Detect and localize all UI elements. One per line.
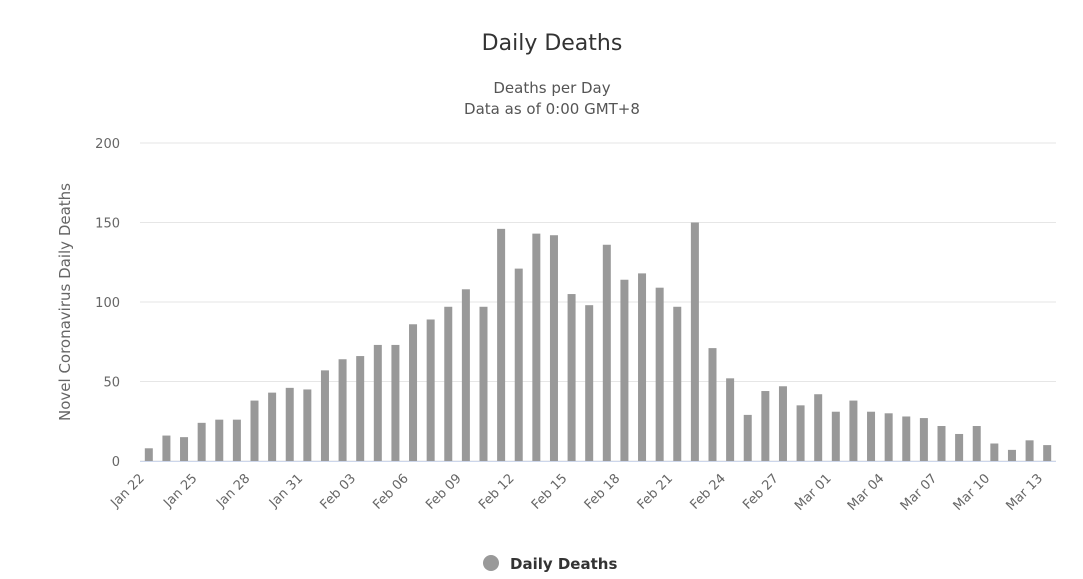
bar	[144, 448, 153, 461]
bar	[1007, 449, 1016, 461]
x-tick-label: Jan 31	[266, 471, 306, 511]
x-tick-label: Feb 03	[318, 471, 360, 513]
y-tick-label: 0	[112, 455, 120, 470]
bar	[497, 228, 506, 461]
bar	[549, 235, 558, 461]
bar	[919, 418, 928, 461]
bar	[814, 394, 823, 461]
x-tick-label: Mar 04	[845, 471, 888, 514]
bar	[831, 411, 840, 461]
bar	[638, 273, 647, 461]
x-tick-label: Feb 09	[423, 471, 465, 513]
bar	[514, 268, 523, 461]
bar	[655, 287, 664, 461]
bar	[320, 370, 329, 461]
bar	[955, 433, 964, 461]
bar	[567, 294, 576, 461]
x-tick-label: Jan 28	[213, 471, 253, 511]
x-tick-label: Feb 24	[687, 471, 729, 513]
bar	[884, 413, 893, 461]
chart-subtitle: Deaths per Day	[493, 79, 610, 97]
bar	[743, 414, 752, 461]
y-tick-label: 150	[95, 217, 120, 232]
bar	[620, 279, 629, 461]
bar	[444, 306, 453, 461]
bar	[426, 319, 435, 461]
bar	[673, 306, 682, 461]
bar	[602, 244, 611, 461]
bar	[391, 344, 400, 461]
x-tick-label: Feb 21	[635, 471, 677, 513]
bar	[937, 426, 946, 461]
chart-subtitle: Data as of 0:00 GMT+8	[464, 100, 640, 118]
x-tick-label: Feb 15	[529, 471, 571, 513]
y-tick-label: 100	[95, 296, 120, 311]
bar	[990, 443, 999, 461]
bar	[690, 222, 699, 461]
x-tick-label: Jan 25	[160, 471, 200, 511]
bar	[867, 411, 876, 461]
bar	[796, 405, 805, 461]
x-tick-label: Jan 22	[108, 471, 148, 511]
chart-title: Daily Deaths	[482, 31, 623, 56]
bar	[162, 435, 171, 461]
bar	[461, 289, 470, 461]
x-tick-label: Mar 07	[898, 471, 941, 514]
bar	[849, 400, 858, 461]
x-tick-label: Feb 27	[740, 471, 782, 513]
bar	[356, 356, 365, 461]
bar	[215, 419, 224, 461]
bar	[778, 386, 787, 461]
bar	[585, 305, 594, 461]
bar	[972, 426, 981, 461]
y-tick-label: 200	[95, 137, 120, 152]
bar	[1025, 440, 1034, 461]
bar	[761, 391, 770, 461]
y-tick-label: 50	[103, 376, 120, 391]
bar	[1043, 445, 1052, 461]
x-tick-label: Mar 01	[792, 471, 835, 514]
x-tick-label: Mar 13	[1003, 471, 1046, 514]
bar	[180, 437, 189, 461]
bar	[338, 359, 347, 461]
bar	[250, 400, 259, 461]
x-tick-label: Feb 06	[370, 471, 412, 513]
bar	[197, 422, 206, 461]
bar	[373, 344, 382, 461]
bar	[409, 324, 418, 461]
x-tick-label: Feb 18	[582, 471, 624, 513]
bar	[726, 378, 735, 461]
x-tick-label: Feb 12	[476, 471, 518, 513]
bar	[268, 392, 277, 461]
bar	[232, 419, 241, 461]
bar	[532, 233, 541, 461]
legend-label: Daily Deaths	[510, 555, 617, 573]
legend-marker	[483, 555, 499, 571]
y-axis-label: Novel Coronavirus Daily Deaths	[56, 183, 74, 421]
x-tick-label: Mar 10	[951, 471, 994, 514]
bar	[902, 416, 911, 461]
bar	[303, 389, 312, 461]
bar	[285, 387, 294, 461]
bar	[479, 306, 488, 461]
bar	[708, 348, 717, 461]
